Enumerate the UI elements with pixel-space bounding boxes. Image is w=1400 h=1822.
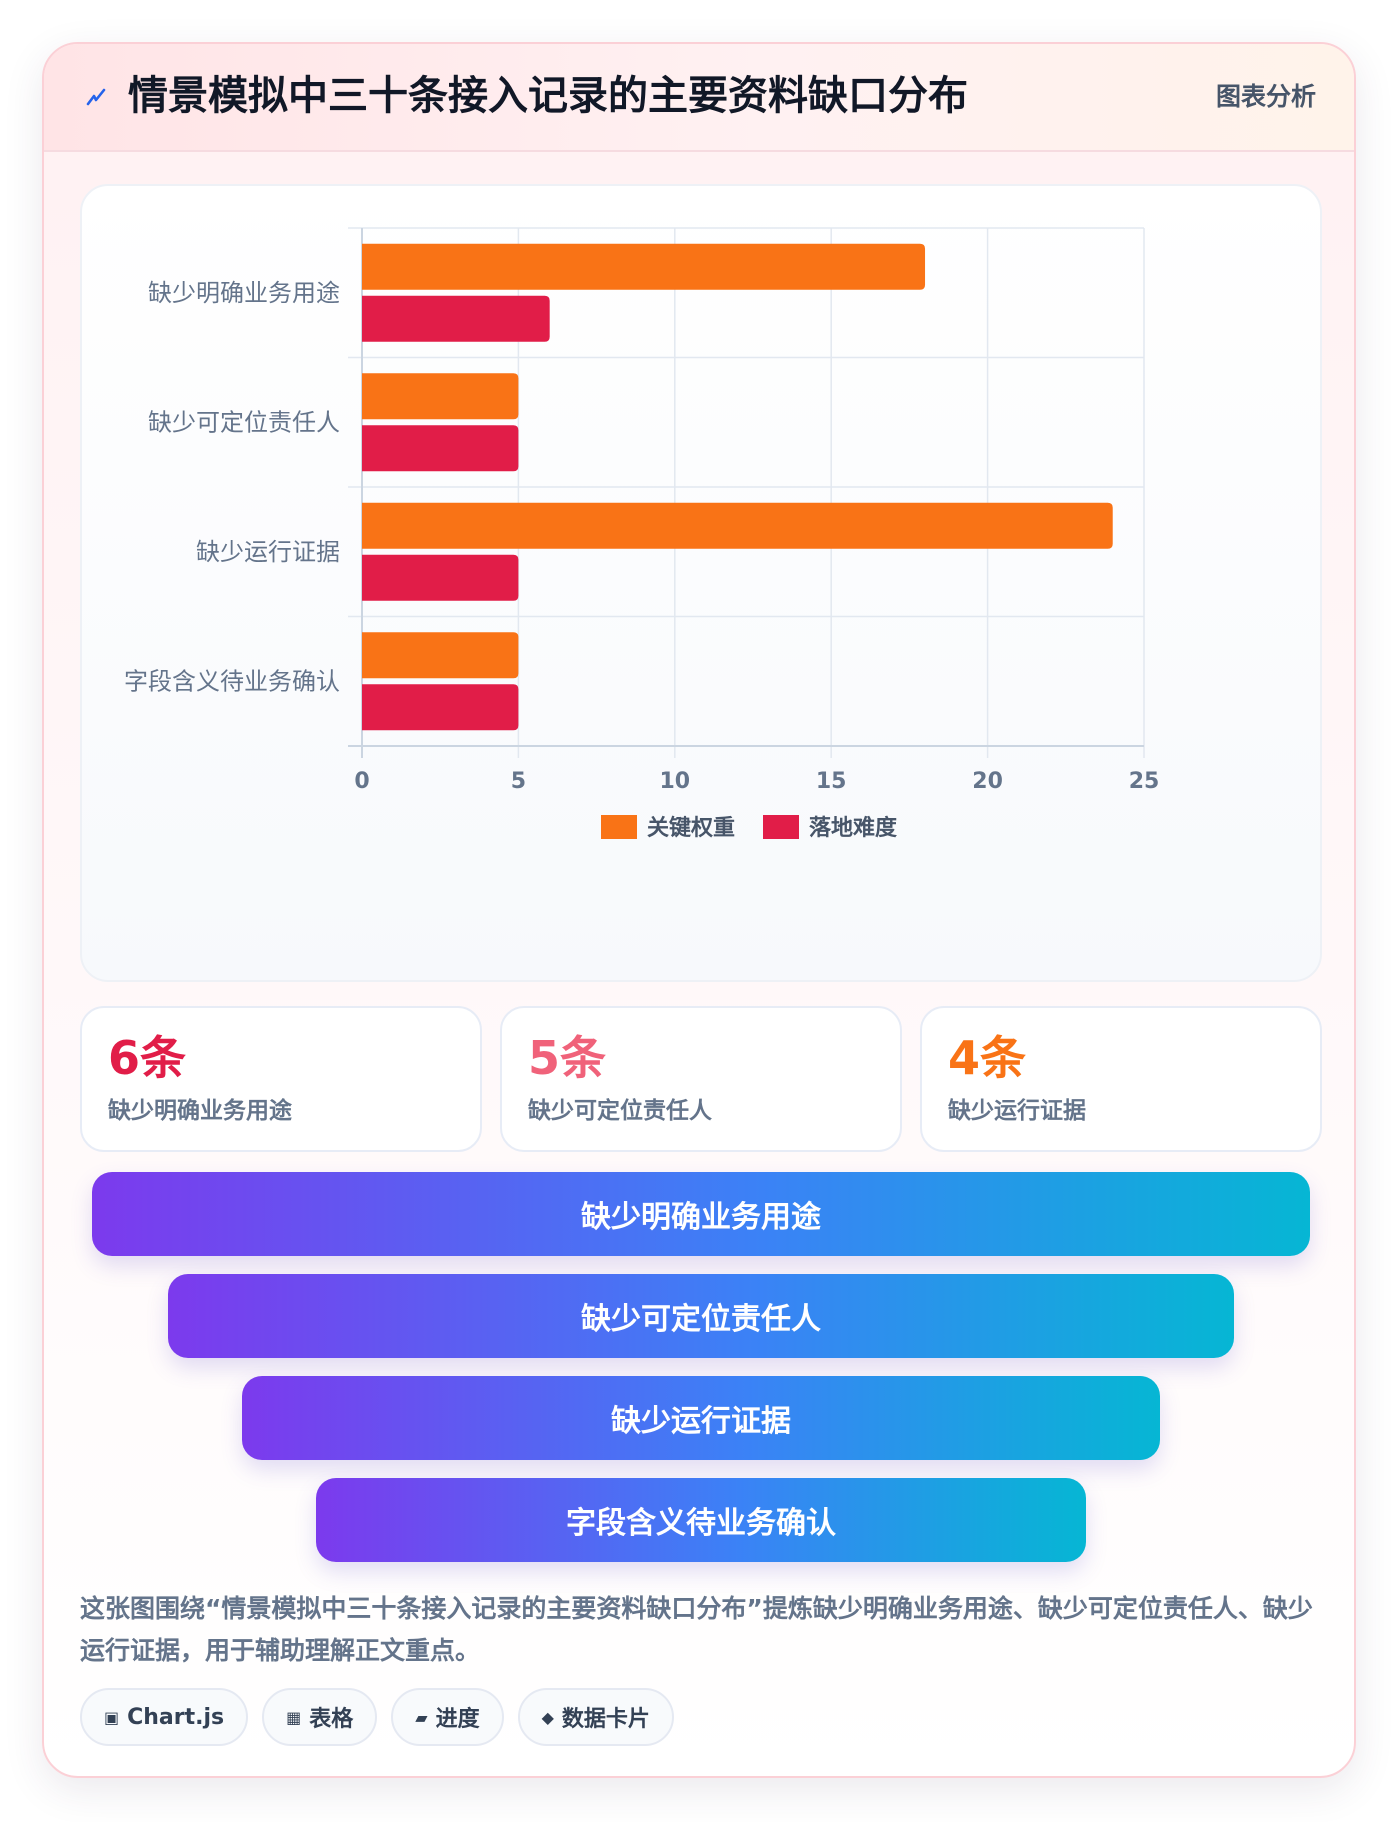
- tag-label: Chart.js: [127, 1704, 225, 1730]
- tag-label: 进度: [435, 1707, 480, 1732]
- diamond-icon: ◆: [541, 1707, 554, 1727]
- lightning-icon: [86, 88, 106, 106]
- bar-key-weight: [362, 373, 519, 420]
- chart-card: 情景模拟中三十条接入记录的主要资料缺口分布 图表分析 0 5 10 15 20 25 缺少明…: [42, 42, 1356, 1778]
- tag-label: 表格: [309, 1707, 354, 1732]
- tag-list: ▣ Chart.js ▦ 表格 ▰ 进度 ◆ 数据卡片: [80, 1688, 674, 1748]
- funnel-step-4: 字段含义待业务确认: [316, 1478, 1086, 1562]
- bar-difficulty: [362, 684, 519, 731]
- tag-label: 数据卡片: [561, 1707, 650, 1732]
- page-title: 情景模拟中三十条接入记录的主要资料缺口分布: [128, 73, 968, 119]
- bar-difficulty: [362, 295, 550, 342]
- stat-label: 缺少可定位责任人: [528, 1098, 712, 1124]
- x-tick-label: 0: [354, 769, 369, 794]
- bar-difficulty: [362, 425, 519, 472]
- progress-icon: ▰: [415, 1707, 428, 1727]
- tag-data-card[interactable]: ◆ 数据卡片: [517, 1688, 674, 1746]
- table-icon: ▦: [286, 1707, 302, 1727]
- header-tag: 图表分析: [1215, 82, 1316, 111]
- stat-value: 6条: [108, 1031, 187, 1085]
- y-category-label: 缺少运行证据: [196, 538, 340, 566]
- funnel-step-3: 缺少运行证据: [242, 1376, 1160, 1460]
- y-category-label: 缺少可定位责任人: [148, 408, 340, 436]
- legend-label: 关键权重: [647, 815, 735, 841]
- x-tick-label: 10: [659, 769, 690, 794]
- stat-value: 4条: [948, 1031, 1027, 1085]
- tag-chartjs[interactable]: ▣ Chart.js: [80, 1688, 249, 1746]
- funnel-step-1: 缺少明确业务用途: [92, 1172, 1310, 1256]
- bar-key-weight: [362, 243, 926, 290]
- stat-value: 5条: [528, 1031, 607, 1085]
- y-category-label: 缺少明确业务用途: [148, 279, 340, 307]
- card-header: 情景模拟中三十条接入记录的主要资料缺口分布 图表分析: [44, 44, 1354, 152]
- bar-key-weight: [362, 632, 519, 679]
- bar-chart: 0 5 10 15 20 25 缺少明确业务用途缺少可定位责任人缺少运行证据字段含义待业务确…: [124, 227, 1160, 841]
- y-category-label: 字段含义待业务确认: [124, 667, 340, 695]
- x-tick-label: 20: [972, 769, 1003, 794]
- stat-card-1: 6条 缺少明确业务用途: [80, 1006, 482, 1152]
- legend-swatch: [601, 815, 637, 839]
- bar-difficulty: [362, 554, 519, 601]
- stat-label: 缺少明确业务用途: [108, 1098, 292, 1124]
- stat-card-2: 5条 缺少可定位责任人: [500, 1006, 902, 1152]
- stat-card-3: 4条 缺少运行证据: [920, 1006, 1322, 1152]
- funnel-step-2: 缺少可定位责任人: [168, 1274, 1234, 1358]
- stat-label: 缺少运行证据: [948, 1098, 1086, 1124]
- description: 这张图围绕“情景模拟中三十条接入记录的主要资料缺口分布”提炼缺少明确业务用途、缺…: [80, 1594, 1313, 1665]
- x-tick-label: 15: [816, 769, 847, 794]
- x-tick-label: 5: [511, 769, 526, 794]
- chart-panel: 0 5 10 15 20 25 缺少明确业务用途 缺少可定位责任人缺少运行证据字段含义待业务确…: [80, 184, 1322, 982]
- tag-table[interactable]: ▦ 表格: [262, 1688, 378, 1746]
- x-tick-label: 25: [1129, 769, 1160, 794]
- legend-swatch: [763, 815, 799, 839]
- tag-progress[interactable]: ▰ 进度: [391, 1688, 504, 1746]
- bar-key-weight: [362, 502, 1113, 549]
- chart-icon: ▣: [104, 1707, 120, 1727]
- legend-label: 落地难度: [809, 815, 898, 841]
